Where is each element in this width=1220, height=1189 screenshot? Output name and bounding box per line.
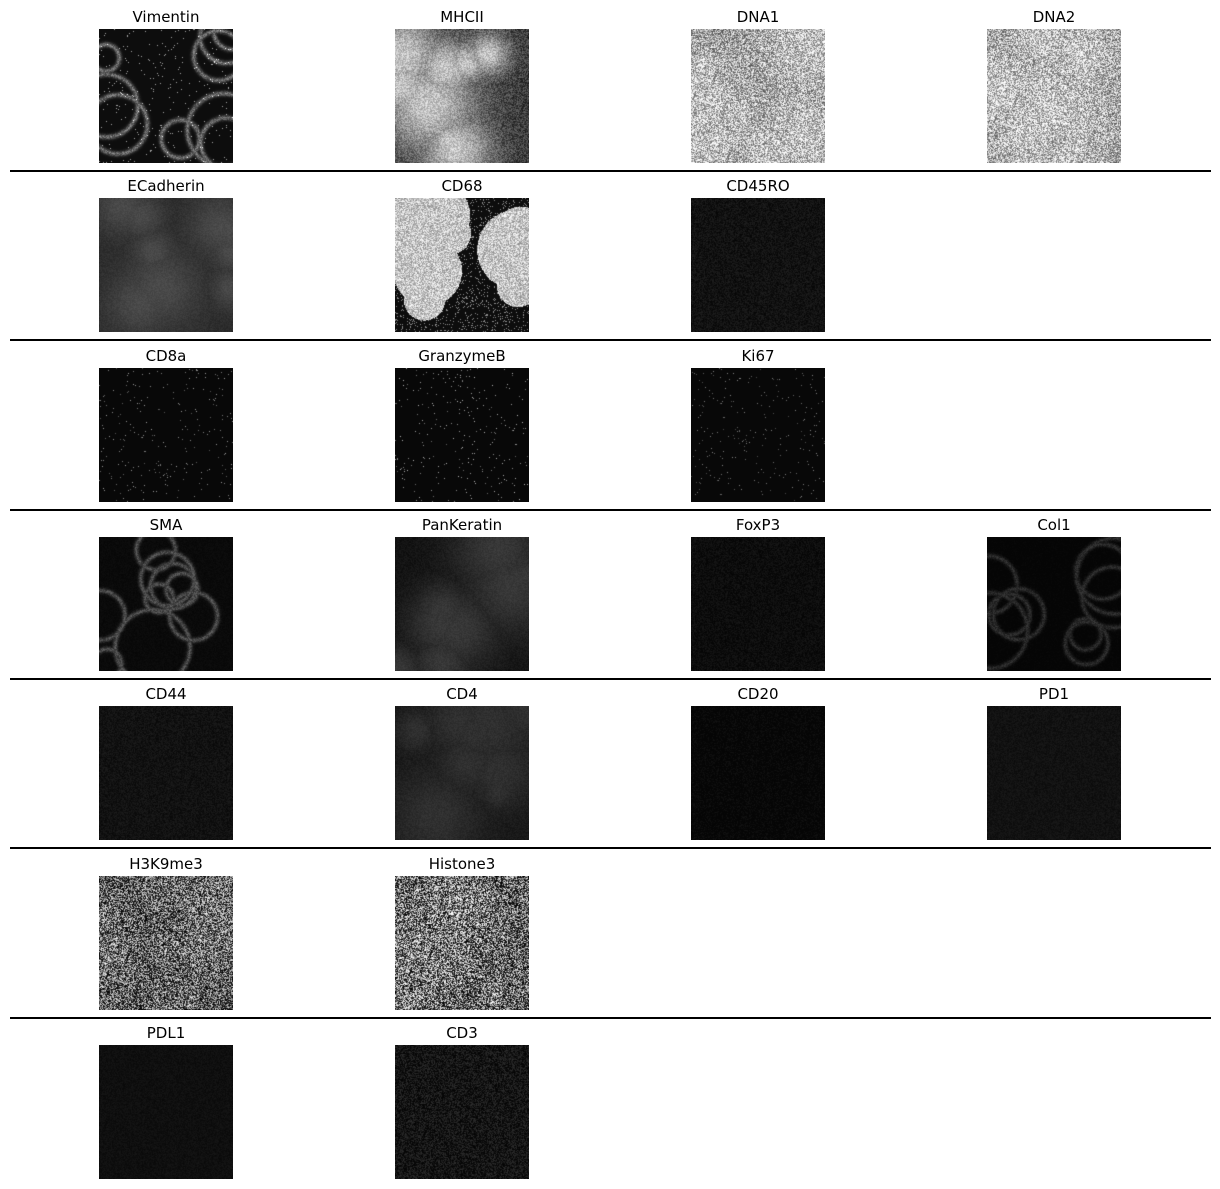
marker-panel: CD3 [395, 1024, 529, 1179]
marker-image [691, 29, 825, 163]
marker-title: CD45RO [726, 177, 790, 195]
marker-image [395, 876, 529, 1010]
marker-title: CD4 [446, 685, 478, 703]
marker-panel: H3K9me3 [99, 855, 233, 1010]
marker-title: PDL1 [146, 1024, 186, 1042]
marker-panel: CD8a [99, 347, 233, 502]
marker-panel: PDL1 [99, 1024, 233, 1179]
marker-title: DNA2 [1032, 8, 1076, 26]
marker-image [395, 198, 529, 332]
marker-image [691, 368, 825, 502]
marker-panel: CD44 [99, 685, 233, 840]
marker-image [99, 537, 233, 671]
marker-title: CD8a [145, 347, 187, 365]
marker-panel: CD4 [395, 685, 529, 840]
marker-image [987, 29, 1121, 163]
marker-title: Col1 [1037, 516, 1071, 534]
marker-panel: PD1 [987, 685, 1121, 840]
marker-title: PanKeratin [421, 516, 503, 534]
marker-title: FoxP3 [735, 516, 781, 534]
marker-image [99, 1045, 233, 1179]
marker-image [691, 537, 825, 671]
marker-panel: Ki67 [691, 347, 825, 502]
row-divider [10, 847, 1211, 849]
marker-image [99, 876, 233, 1010]
marker-title: CD68 [441, 177, 483, 195]
marker-panel: DNA1 [691, 8, 825, 163]
marker-panel: PanKeratin [395, 516, 529, 671]
marker-image [691, 198, 825, 332]
marker-panel: DNA2 [987, 8, 1121, 163]
marker-title: Ki67 [741, 347, 775, 365]
marker-title: PD1 [1038, 685, 1070, 703]
row-divider [10, 1017, 1211, 1019]
marker-title: MHCII [440, 8, 484, 26]
marker-panel: FoxP3 [691, 516, 825, 671]
marker-image [99, 29, 233, 163]
marker-panel: Histone3 [395, 855, 529, 1010]
marker-title: ECadherin [127, 177, 205, 195]
marker-panel: Vimentin [99, 8, 233, 163]
row-divider [10, 678, 1211, 680]
marker-title: Histone3 [428, 855, 496, 873]
marker-panel: GranzymeB [395, 347, 529, 502]
marker-image [395, 29, 529, 163]
marker-image [987, 706, 1121, 840]
marker-title: H3K9me3 [129, 855, 203, 873]
marker-title: CD3 [446, 1024, 478, 1042]
marker-image [395, 368, 529, 502]
marker-image [395, 1045, 529, 1179]
marker-panel: MHCII [395, 8, 529, 163]
marker-panel: CD20 [691, 685, 825, 840]
marker-title: DNA1 [736, 8, 780, 26]
row-divider [10, 509, 1211, 511]
marker-title: SMA [149, 516, 183, 534]
marker-image [99, 368, 233, 502]
marker-title: GranzymeB [418, 347, 506, 365]
marker-image [691, 706, 825, 840]
marker-panel: ECadherin [99, 177, 233, 332]
marker-title: Vimentin [132, 8, 200, 26]
marker-panel: Col1 [987, 516, 1121, 671]
marker-image [395, 706, 529, 840]
marker-panel: CD68 [395, 177, 529, 332]
marker-image [99, 198, 233, 332]
marker-panel: CD45RO [691, 177, 825, 332]
row-divider [10, 170, 1211, 172]
marker-title: CD44 [145, 685, 187, 703]
marker-panel: SMA [99, 516, 233, 671]
marker-image [395, 537, 529, 671]
marker-title: CD20 [737, 685, 779, 703]
row-divider [10, 339, 1211, 341]
marker-image [99, 706, 233, 840]
marker-image [987, 537, 1121, 671]
